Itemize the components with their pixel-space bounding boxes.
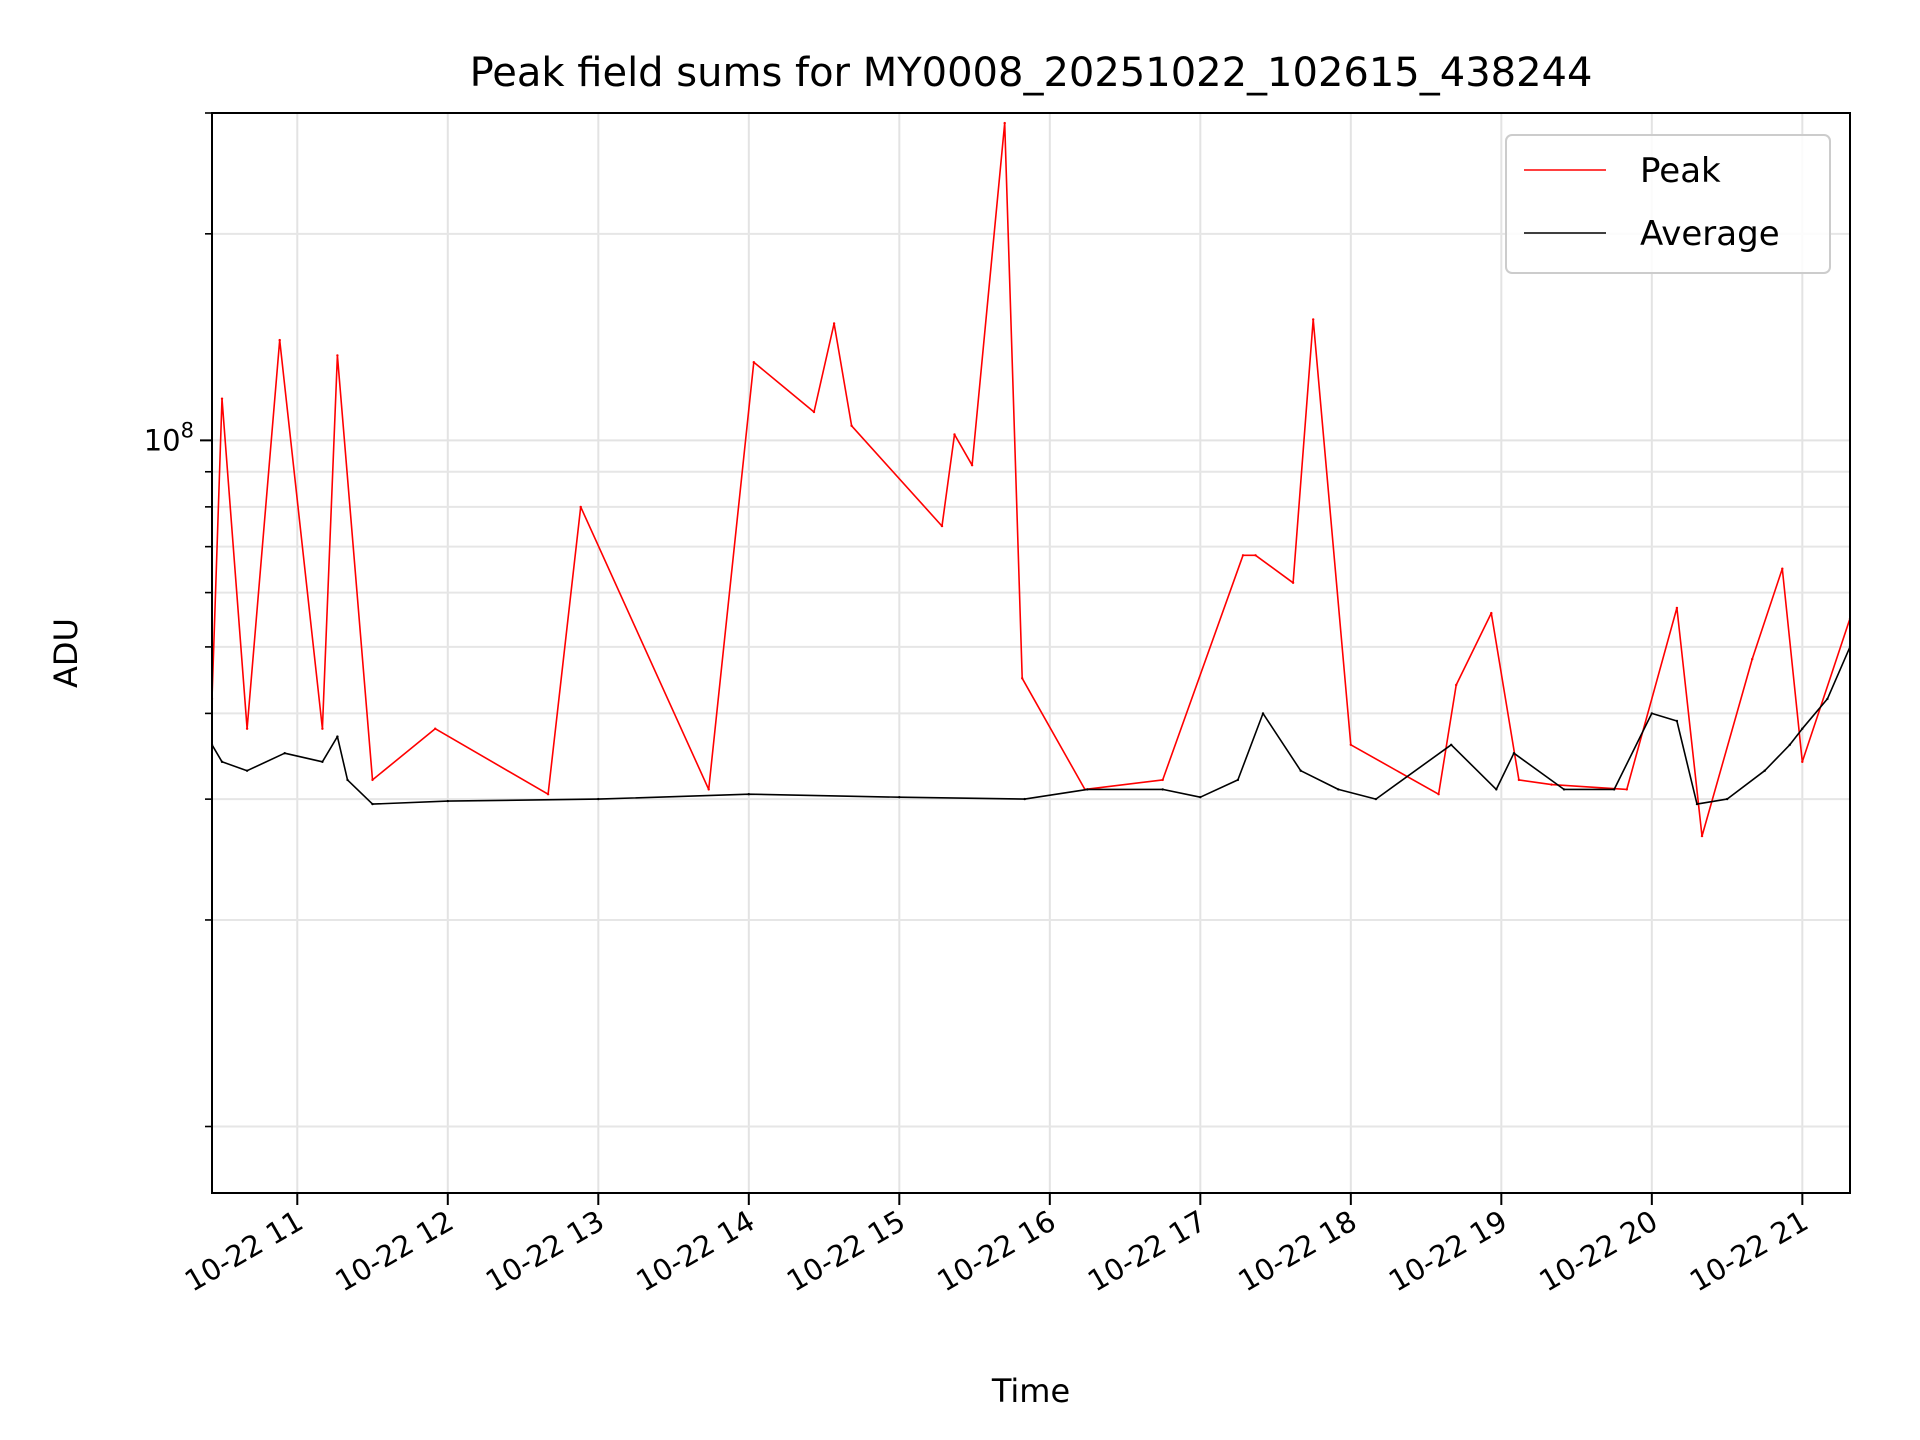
data-point-average [245, 769, 249, 772]
data-point-peak [1550, 783, 1553, 786]
legend-label-average: Average [1640, 214, 1780, 254]
data-point-average [1512, 752, 1516, 755]
data-point-average [346, 778, 349, 782]
data-point-peak [1437, 793, 1440, 796]
data-point-peak [1349, 743, 1353, 746]
data-point-average [747, 793, 750, 796]
data-point-peak [940, 524, 944, 528]
data-point-average [321, 760, 324, 763]
data-point-average [1801, 727, 1804, 730]
data-point-peak [850, 424, 853, 427]
data-point-average [1161, 788, 1164, 791]
data-point-peak [1675, 606, 1679, 610]
data-point-peak [1751, 657, 1754, 661]
data-point-average [1763, 769, 1766, 772]
data-point-average [220, 760, 224, 763]
data-point-average [1199, 796, 1202, 799]
data-point-average [1562, 788, 1566, 791]
data-point-average [1337, 788, 1340, 791]
legend: Peak Average [1505, 134, 1831, 274]
data-point-peak [1700, 834, 1704, 838]
data-point-peak [321, 727, 324, 730]
data-point-average [283, 752, 286, 755]
data-point-peak [1254, 554, 1257, 557]
data-point-peak [752, 361, 755, 364]
data-point-average [446, 799, 449, 803]
data-point-peak [1161, 778, 1164, 782]
data-point-peak [434, 727, 437, 730]
data-point-average [336, 735, 339, 738]
y-tick-label: 108 [144, 418, 194, 457]
data-point-peak [546, 793, 550, 796]
data-point-peak [1801, 760, 1804, 763]
data-point-average [898, 796, 901, 799]
data-point-peak [245, 727, 249, 730]
data-point-average [1236, 778, 1240, 782]
data-point-peak [336, 354, 339, 357]
data-point-peak [1021, 677, 1024, 680]
data-point-peak [970, 464, 974, 467]
plot-frame [211, 112, 1851, 1194]
data-point-average [1613, 788, 1616, 791]
data-point-average [1788, 743, 1792, 746]
data-point-peak [1241, 554, 1245, 557]
data-point-average [1725, 797, 1729, 801]
data-point-peak [220, 397, 224, 400]
data-point-average [1261, 712, 1265, 715]
data-point-average [597, 797, 600, 801]
data-point-average [1299, 769, 1302, 772]
data-point-peak [1625, 788, 1629, 791]
data-point-average [1826, 697, 1829, 701]
plot-area [212, 121, 1850, 838]
data-point-average [1450, 743, 1453, 746]
data-point-peak [707, 788, 710, 791]
data-point-average [1675, 719, 1679, 723]
data-point-average [1650, 712, 1654, 715]
data-point-average [1374, 797, 1378, 801]
data-point-peak [1781, 567, 1784, 570]
data-point-average [1086, 788, 1089, 791]
legend-label-peak: Peak [1640, 151, 1721, 191]
data-point-peak [1291, 581, 1295, 584]
data-point-peak [579, 505, 582, 509]
chart-title: Peak field sums for MY0008_20251022_1026… [470, 50, 1593, 96]
y-axis-title: ADU [47, 618, 85, 688]
data-point-peak [1455, 683, 1458, 687]
y-axis-ticks: 108 [144, 112, 212, 1128]
x-axis-title: Time [991, 1372, 1070, 1410]
data-point-peak [812, 410, 816, 414]
data-point-average [1695, 802, 1699, 806]
data-point-peak [371, 778, 374, 782]
data-point-peak [953, 433, 956, 436]
data-point-peak [1517, 778, 1521, 782]
data-point-peak [1003, 121, 1006, 125]
data-point-average [1495, 788, 1498, 791]
data-point-average [371, 802, 374, 806]
data-point-peak [278, 338, 281, 342]
data-point-peak [1490, 611, 1493, 615]
data-point-peak [1312, 318, 1315, 321]
data-point-average [1023, 797, 1026, 801]
data-point-peak [832, 322, 836, 325]
series-lines [212, 121, 1850, 838]
